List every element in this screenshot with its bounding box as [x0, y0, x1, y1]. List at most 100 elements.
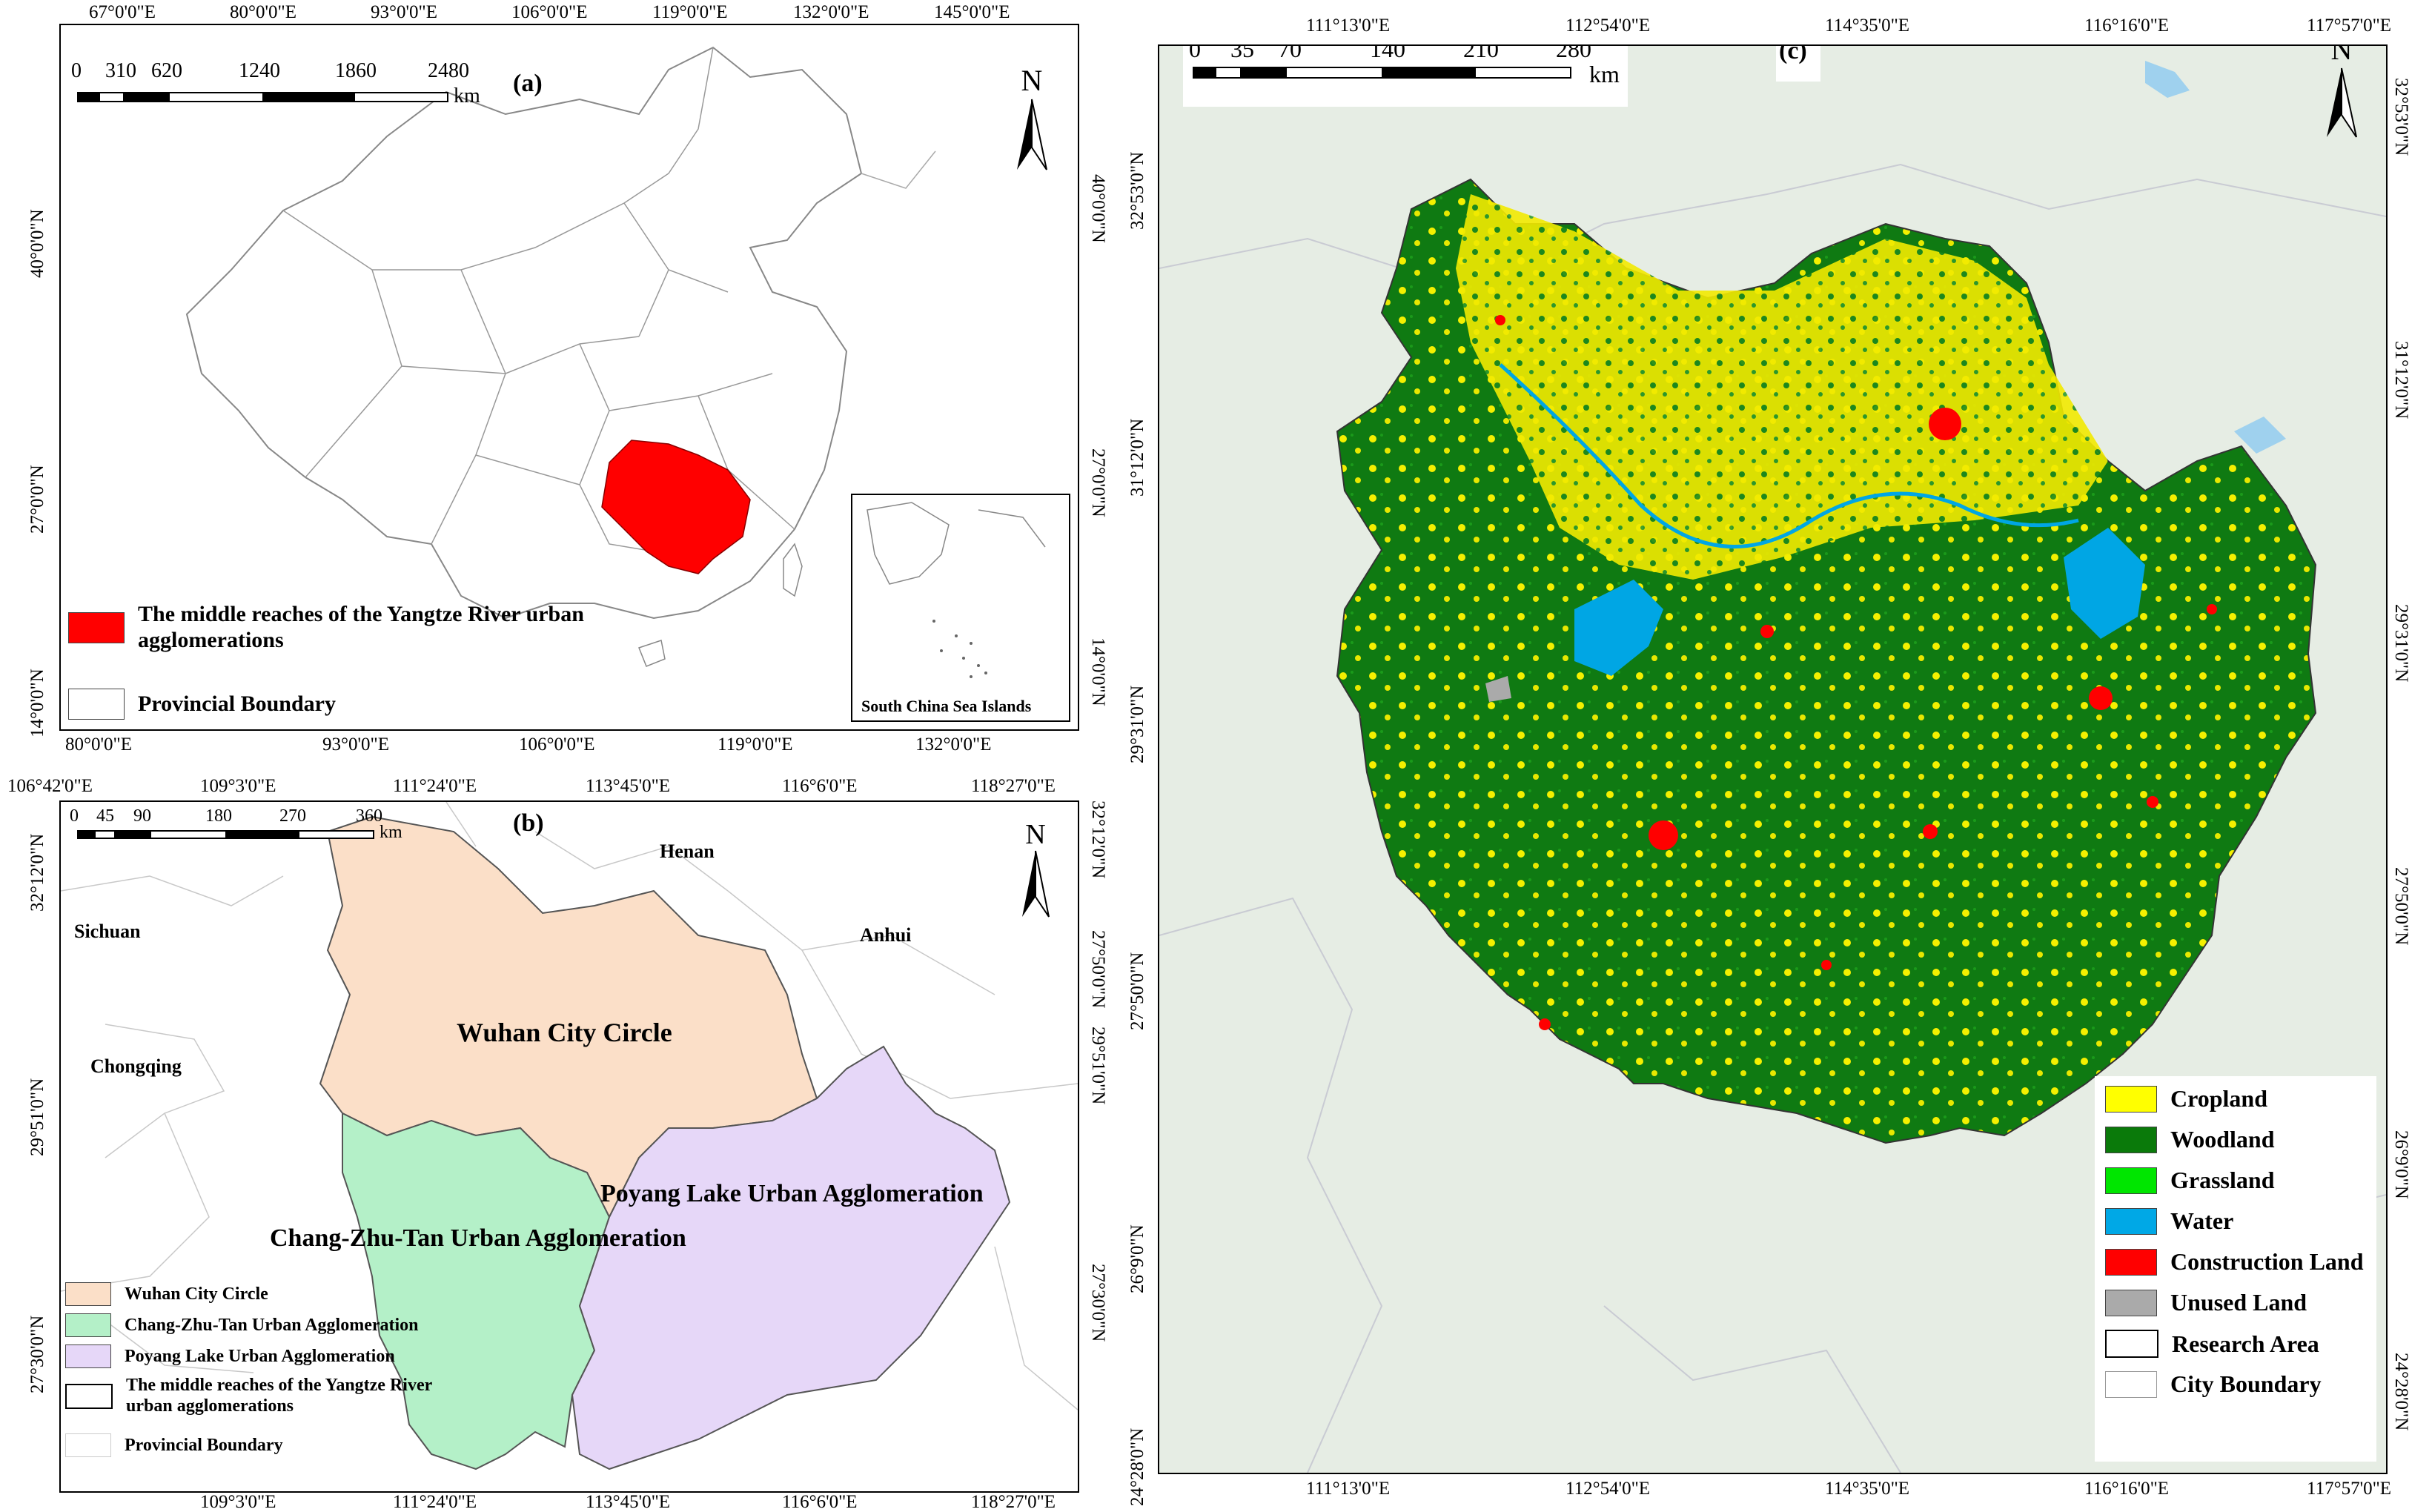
b-left-tick: 29°51'0"N [27, 1078, 47, 1156]
legend-swatch [68, 611, 125, 643]
panel-b-label: (b) [513, 809, 544, 837]
legend-label: Provincial Boundary [125, 1435, 283, 1455]
a-top-tick: 132°0'0"E [793, 2, 869, 22]
legend-swatch [65, 1383, 113, 1409]
b-top-tick: 113°45'0"E [586, 776, 671, 796]
legend-swatch [65, 1433, 111, 1457]
b-top-tick: 116°6'0"E [782, 776, 858, 796]
c-left-tick: 27°50'0"N [1127, 952, 1147, 1030]
legend-b-wuhan: Wuhan City Circle [65, 1282, 268, 1306]
china-map-svg [185, 46, 936, 667]
legend-label: Chang-Zhu-Tan Urban Agglomeration [125, 1315, 419, 1335]
china-outline [185, 46, 863, 620]
scale-a-0: 0 [71, 59, 82, 82]
b-left-tick: 27°30'0"N [27, 1315, 47, 1393]
scale-a-4: 1860 [335, 59, 377, 82]
legend-label: Wuhan City Circle [125, 1284, 268, 1304]
legend-c-construction: Construction Land [2105, 1248, 2364, 1276]
legend-swatch [2105, 1207, 2157, 1235]
region-changzhutan [342, 1112, 611, 1470]
legend-label: Grassland [2170, 1167, 2275, 1193]
a-top-tick: 119°0'0"E [652, 2, 728, 22]
legend-c-grassland: Grassland [2105, 1167, 2274, 1194]
a-top-tick: 106°0'0"E [511, 2, 588, 22]
panel-c-scale-bar [1193, 67, 1571, 79]
unused-land-patch [1485, 676, 1511, 702]
c-left-tick: 26°9'0"N [1127, 1224, 1147, 1293]
north-letter-c: N [2331, 44, 2353, 66]
legend-swatch [2105, 1248, 2157, 1276]
a-top-tick: 93°0'0"E [371, 2, 437, 22]
scale-a-2: 620 [151, 59, 182, 82]
a-bottom-tick: 93°0'0"E [322, 735, 389, 755]
c-top-tick: 114°35'0"E [1825, 16, 1910, 36]
c-top-tick: 116°16'0"E [2084, 16, 2170, 36]
province-sichuan: Sichuan [74, 921, 141, 942]
hainan-island [638, 640, 666, 667]
construction-patches [1495, 315, 2217, 1030]
scale-b-3: 180 [205, 806, 232, 826]
c-bottom-tick: 111°13'0"E [1306, 1479, 1391, 1499]
legend-swatch [2105, 1370, 2157, 1398]
study-area [601, 440, 751, 574]
scale-a-1: 310 [105, 59, 136, 82]
a-right-tick: 14°0'0"N [1088, 637, 1108, 706]
legend-swatch [2105, 1085, 2157, 1113]
a-bottom-tick: 106°0'0"E [519, 735, 595, 755]
scale-b-1: 45 [96, 806, 114, 826]
inset-label: South China Sea Islands [861, 697, 1032, 715]
b-top-tick: 111°24'0"E [393, 776, 477, 796]
legend-c-woodland: Woodland [2105, 1126, 2275, 1153]
legend-label: Construction Land [2170, 1248, 2364, 1275]
legend-label: The middle reaches of the Yangtze River … [138, 602, 584, 652]
legend-label: Woodland [2170, 1126, 2275, 1153]
legend-label: City Boundary [2170, 1370, 2322, 1397]
legend-c: Cropland Woodland Grassland Water Constr… [2095, 1076, 2376, 1462]
scale-a-unit: km [454, 84, 480, 107]
scale-c-2: 70 [1278, 44, 1302, 62]
legend-c-research-area: Research Area [2105, 1330, 2319, 1358]
legend-label: The middle reaches of the Yangtze River … [126, 1376, 432, 1416]
scale-c-1: 35 [1230, 44, 1254, 62]
north-letter-b: N [1025, 819, 1045, 850]
basemap-lake [2145, 61, 2190, 98]
north-letter-a: N [1021, 64, 1043, 97]
inset-map-svg [867, 502, 1046, 678]
a-left-tick: 40°0'0"N [27, 209, 47, 278]
yangtze-river [1499, 363, 2079, 548]
scale-b-0: 0 [70, 806, 79, 826]
scale-c-5: 280 [1556, 44, 1591, 62]
c-right-tick: 26°9'0"N [2391, 1130, 2411, 1199]
landuse-map-svg [1159, 61, 2386, 1473]
c-bottom-tick: 112°54'0"E [1565, 1479, 1651, 1499]
province-henan: Henan [660, 840, 715, 862]
scale-c-unit: km [1589, 61, 1620, 87]
a-right-tick: 27°0'0"N [1088, 448, 1108, 517]
legend-b-changzhutan: Chang-Zhu-Tan Urban Agglomeration [65, 1313, 419, 1337]
panel-c-label: (c) [1779, 44, 1807, 64]
b-bottom-tick: 109°3'0"E [200, 1492, 276, 1512]
b-bottom-tick: 113°45'0"E [586, 1492, 671, 1512]
legend-swatch [65, 1282, 111, 1306]
b-right-tick: 27°30'0"N [1088, 1264, 1108, 1342]
legend-swatch [2105, 1126, 2157, 1153]
panel-a-china-map: (a) 0 310 620 1240 1860 2480 km N South … [59, 24, 1079, 731]
a-top-tick: 67°0'0"E [89, 2, 156, 22]
c-right-tick: 32°53'0"N [2391, 78, 2411, 156]
scale-c-4: 210 [1463, 44, 1499, 62]
scale-c-0: 0 [1189, 44, 1201, 62]
north-arrow-icon: N [2327, 44, 2357, 138]
label-wuhan: Wuhan City Circle [457, 1018, 672, 1047]
scale-c-3: 140 [1370, 44, 1405, 62]
legend-b-study-area: The middle reaches of the Yangtze River … [65, 1376, 452, 1416]
scale-b-2: 90 [133, 806, 151, 826]
legend-label: Research Area [2172, 1330, 2319, 1357]
basemap-lake [2234, 417, 2286, 454]
legend-label: Provincial Boundary [138, 692, 336, 716]
region-poyang [571, 1045, 1011, 1470]
legend-swatch [2105, 1289, 2157, 1316]
label-poyang: Poyang Lake Urban Agglomeration [600, 1180, 984, 1207]
panel-a-scale-bar [77, 92, 448, 102]
legend-label: Cropland [2170, 1085, 2268, 1112]
c-top-tick: 117°57'0"E [2307, 16, 2392, 36]
